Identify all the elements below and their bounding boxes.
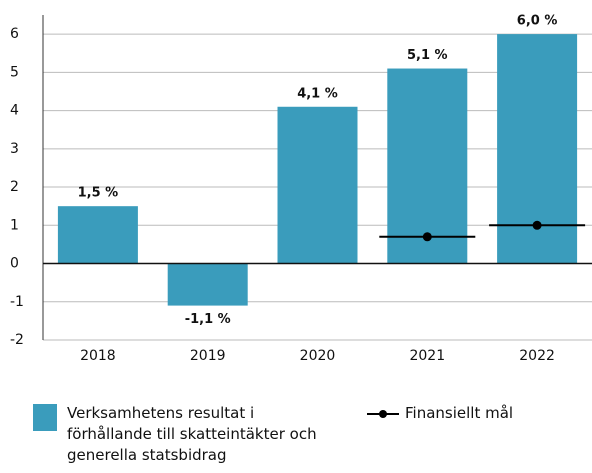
legend-label: Verksamhetens resultat i förhållande til… [67, 404, 317, 464]
y-tick-label: 0 [10, 256, 19, 272]
bar [387, 68, 468, 264]
y-tick-label: -2 [10, 332, 24, 348]
bar [57, 206, 138, 264]
x-tick-label: 2018 [80, 348, 116, 364]
y-tick-label: 5 [10, 64, 19, 80]
target-dot [532, 220, 542, 230]
x-tick-label: 2020 [300, 348, 336, 364]
value-label: 6,0 % [517, 14, 558, 29]
y-tick-label: 6 [10, 26, 19, 42]
bar [167, 263, 248, 306]
value-label: 4,1 % [297, 86, 338, 101]
x-tick-label: 2019 [190, 348, 226, 364]
value-label: -1,1 % [185, 312, 231, 327]
y-tick-label: 4 [10, 103, 19, 119]
y-tick-label: 2 [10, 179, 19, 195]
x-tick-label: 2021 [409, 348, 445, 364]
target-dot [422, 232, 432, 242]
y-tick-label: -1 [10, 294, 24, 310]
y-tick-label: 3 [10, 141, 19, 157]
legend-dot [379, 410, 387, 418]
legend-swatch [33, 404, 57, 431]
legend-symbol [367, 410, 399, 418]
value-label: 1,5 % [78, 186, 119, 201]
x-tick-label: 2022 [519, 348, 555, 364]
bar [277, 106, 358, 264]
value-label: 5,1 % [407, 48, 448, 63]
legend-label: Finansiellt mål [405, 404, 514, 422]
y-tick-label: 1 [10, 217, 19, 233]
